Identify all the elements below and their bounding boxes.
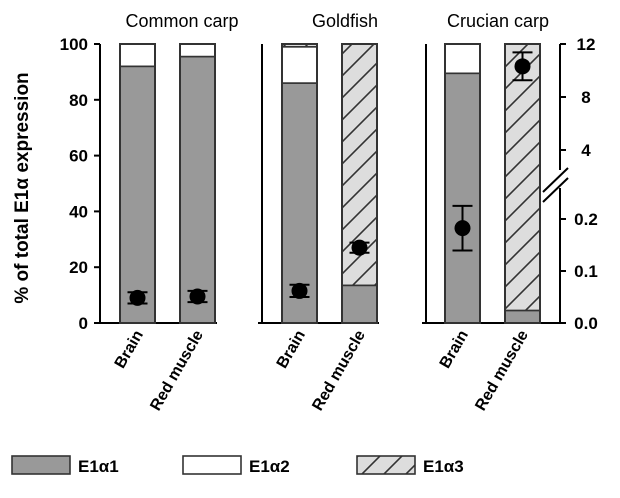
bar-segment-e1a1	[341, 284, 378, 324]
bar-segment-e1a2	[444, 43, 481, 75]
right-tick-label: 4	[581, 141, 591, 160]
x-tick-label: Red muscle	[147, 327, 207, 413]
y-tick-label: 100	[60, 35, 88, 54]
data-point	[291, 282, 308, 299]
y-tick-label: 80	[69, 91, 88, 110]
y-tick-label: 60	[69, 147, 88, 166]
legend-swatch-e1a3	[356, 455, 416, 475]
right-tick-label: 0.0	[574, 314, 598, 333]
axis-break-mark	[542, 167, 569, 193]
legend-swatch-e1a1	[11, 455, 71, 475]
bar-outline	[119, 43, 156, 324]
data-point	[454, 220, 471, 237]
bar-outline	[504, 43, 541, 324]
legend-swatch-e1a2	[182, 455, 242, 475]
x-tick-label: Red muscle	[472, 327, 532, 413]
x-tick-label: Brain	[112, 328, 147, 372]
bar-segment-e1a2	[119, 43, 156, 68]
bar-outline	[444, 43, 481, 324]
bar-outline	[179, 43, 216, 324]
y-tick-label: 0	[79, 314, 88, 333]
x-tick-label: Brain	[437, 328, 472, 372]
bar-segment-e1a2	[179, 43, 216, 58]
panel-title: Goldfish	[312, 11, 378, 31]
data-point	[189, 288, 206, 305]
x-tick-label: Brain	[274, 328, 309, 372]
legend-label-e1a3: E1α3	[423, 457, 464, 476]
y-axis-label: % of total E1α expression	[12, 72, 33, 303]
right-tick-label: 0.1	[574, 262, 598, 281]
legend-label-e1a2: E1α2	[249, 457, 290, 476]
data-point	[351, 239, 368, 256]
bar-segment-e1a3	[504, 43, 541, 312]
y-tick-label: 20	[69, 258, 88, 277]
bar-segment-e1a1	[504, 309, 541, 324]
y-tick-label: 40	[69, 202, 88, 221]
bar-segment-e1a1	[179, 55, 216, 324]
panel-title: Crucian carp	[447, 11, 549, 31]
right-tick-label: 12	[577, 35, 596, 54]
right-tick-label: 0.2	[574, 210, 598, 229]
bar-segment-e1a1	[119, 65, 156, 324]
bar-segment-e1a2	[281, 45, 318, 84]
bar-outline	[341, 43, 378, 324]
panel-title: Common carp	[125, 11, 238, 31]
bar-segment-e1a1	[444, 72, 481, 324]
x-tick-label: Red muscle	[309, 327, 369, 413]
axis-break-mark	[542, 177, 569, 203]
legend-label-e1a1: E1α1	[78, 457, 119, 476]
data-point	[514, 58, 531, 75]
right-tick-label: 8	[581, 88, 590, 107]
bar-outline	[281, 43, 318, 324]
data-point	[129, 289, 146, 306]
